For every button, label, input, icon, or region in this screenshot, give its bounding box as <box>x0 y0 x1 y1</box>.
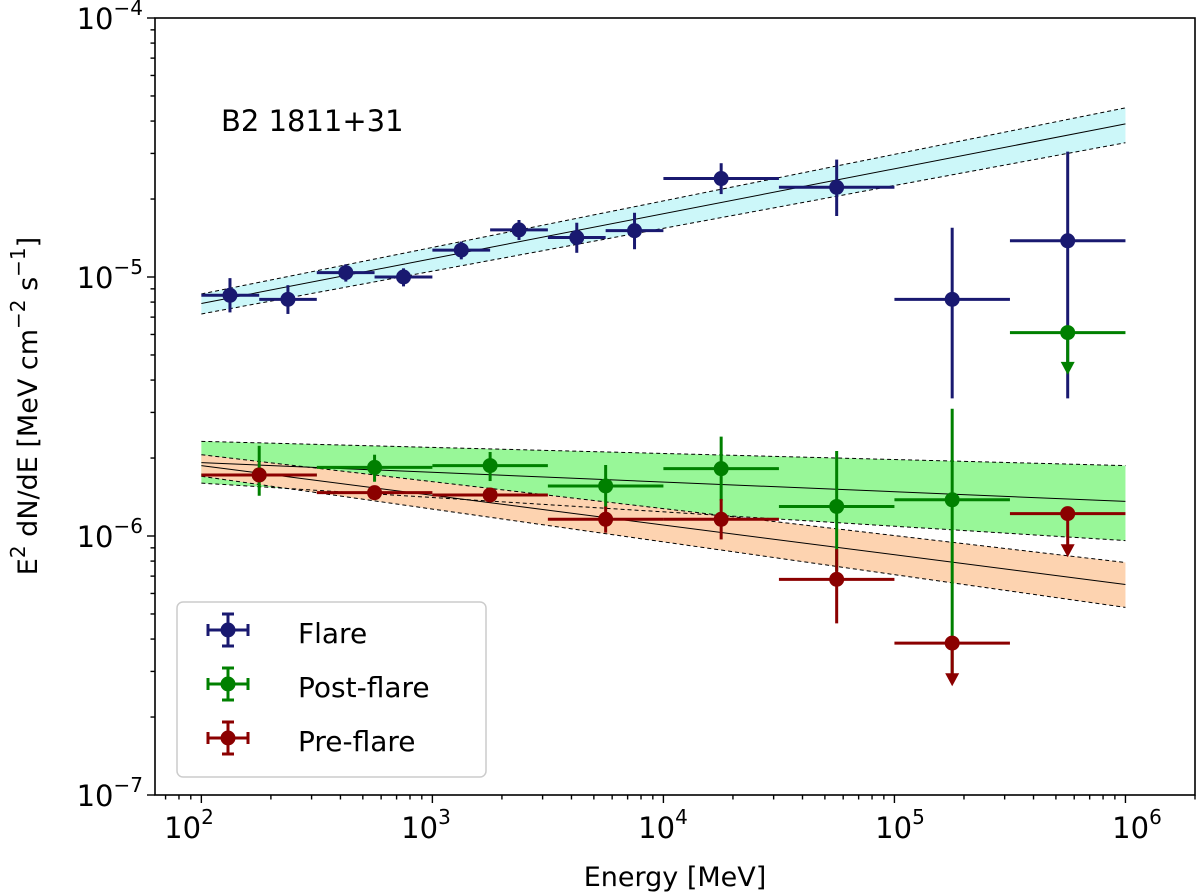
x-tick-label-0: 102 <box>164 805 214 845</box>
marker <box>453 242 469 258</box>
legend-label-post-flare: Post-flare <box>298 671 430 704</box>
data-point-pre-flare-0 <box>201 467 317 483</box>
marker <box>367 485 383 501</box>
marker <box>251 467 267 483</box>
marker <box>569 230 585 246</box>
model-band-flare <box>201 107 1126 314</box>
data-point-flare-7 <box>605 212 664 250</box>
legend-label-pre-flare: Pre-flare <box>298 725 416 758</box>
marker <box>598 511 614 527</box>
x-tick-label-1: 103 <box>401 805 451 845</box>
marker <box>1060 233 1076 249</box>
data-point-post-flare-2 <box>432 452 548 482</box>
legend-handle-pre-flare <box>206 720 250 756</box>
upper-limit-arrow <box>945 673 960 687</box>
data-point-flare-6 <box>547 222 606 253</box>
marker <box>944 635 960 651</box>
data-point-post-flare-1 <box>316 454 433 482</box>
y-axis-label: E2 dN/dE [MeV cm−2 s−1] <box>6 237 44 575</box>
data-point-flare-1 <box>259 285 317 314</box>
model-lower-bound-flare <box>201 142 1126 315</box>
legend-handle-post-flare <box>206 666 250 702</box>
y-tick-label-2: 10−5 <box>77 255 143 295</box>
y-tick-label-3: 10−4 <box>77 0 143 36</box>
marker <box>1060 325 1076 341</box>
marker <box>627 223 643 239</box>
model-line-post-flare <box>201 462 1126 502</box>
data-point-flare-4 <box>432 241 491 260</box>
data-point-pre-flare-2 <box>432 487 548 503</box>
x-tick-label-3: 105 <box>875 805 925 845</box>
legend-entries <box>206 612 250 756</box>
marker <box>944 291 960 307</box>
x-tick-label-2: 104 <box>638 805 688 845</box>
marker <box>829 498 845 514</box>
marker <box>482 458 498 474</box>
chart-title: B2 1811+31 <box>221 104 404 138</box>
model-upper-bound-flare <box>201 107 1126 295</box>
model-line-pre-flare <box>201 465 1126 585</box>
x-tick-labels: 102 103 104 105 106 <box>164 805 1162 845</box>
legend-handle-marker <box>220 622 236 638</box>
marker <box>713 461 729 477</box>
marker <box>1060 506 1076 522</box>
data-point-flare-8 <box>663 163 779 195</box>
data-point-pre-flare-3 <box>547 506 664 533</box>
y-tick-label-1: 10−6 <box>77 514 143 554</box>
legend: Flare Post-flare Pre-flare <box>176 601 487 778</box>
marker <box>482 487 498 503</box>
data-point-pre-flare-5 <box>778 549 895 624</box>
model-upper-bound-post-flare <box>201 440 1126 467</box>
marker <box>598 478 614 494</box>
data-points <box>201 151 1126 687</box>
marker <box>713 171 729 187</box>
marker <box>511 222 527 238</box>
data-point-pre-flare-1 <box>316 485 433 501</box>
marker <box>829 571 845 587</box>
data-point-pre-flare-6 <box>894 635 1010 687</box>
marker <box>280 291 296 307</box>
upper-limit-arrow <box>1060 361 1075 375</box>
marker <box>367 459 383 475</box>
y-tick-labels: 10−7 10−6 10−5 10−4 <box>77 0 143 813</box>
upper-limit-arrow <box>1060 544 1075 558</box>
marker <box>338 265 354 281</box>
data-point-flare-10 <box>894 227 1010 399</box>
legend-handle-marker <box>220 676 236 692</box>
x-axis-label: Energy [MeV] <box>584 862 767 893</box>
x-tick-label-4: 106 <box>1112 805 1162 845</box>
data-point-flare-3 <box>374 268 433 287</box>
y-tick-label-0: 10−7 <box>77 773 143 813</box>
marker <box>396 269 412 285</box>
model-upper-bound-pre-flare <box>201 454 1126 564</box>
axis-ticks <box>147 17 1196 803</box>
data-point-post-flare-7 <box>1009 325 1126 375</box>
marker <box>829 179 845 195</box>
marker <box>222 287 238 303</box>
data-point-flare-9 <box>778 159 895 216</box>
data-point-pre-flare-4 <box>663 498 779 540</box>
model-lower-bound-pre-flare <box>201 475 1126 608</box>
data-point-flare-2 <box>316 264 375 282</box>
data-point-post-flare-3 <box>547 464 664 509</box>
data-point-post-flare-4 <box>663 436 779 501</box>
data-point-pre-flare-7 <box>1009 506 1126 558</box>
marker <box>944 492 960 508</box>
legend-handle-marker <box>220 730 236 746</box>
legend-label-flare: Flare <box>298 617 367 650</box>
plot-frame <box>154 17 1196 796</box>
legend-box <box>176 601 487 778</box>
data-point-flare-0 <box>201 278 260 313</box>
legend-handle-flare <box>206 612 250 648</box>
data-point-flare-5 <box>490 219 548 240</box>
marker <box>713 511 729 527</box>
